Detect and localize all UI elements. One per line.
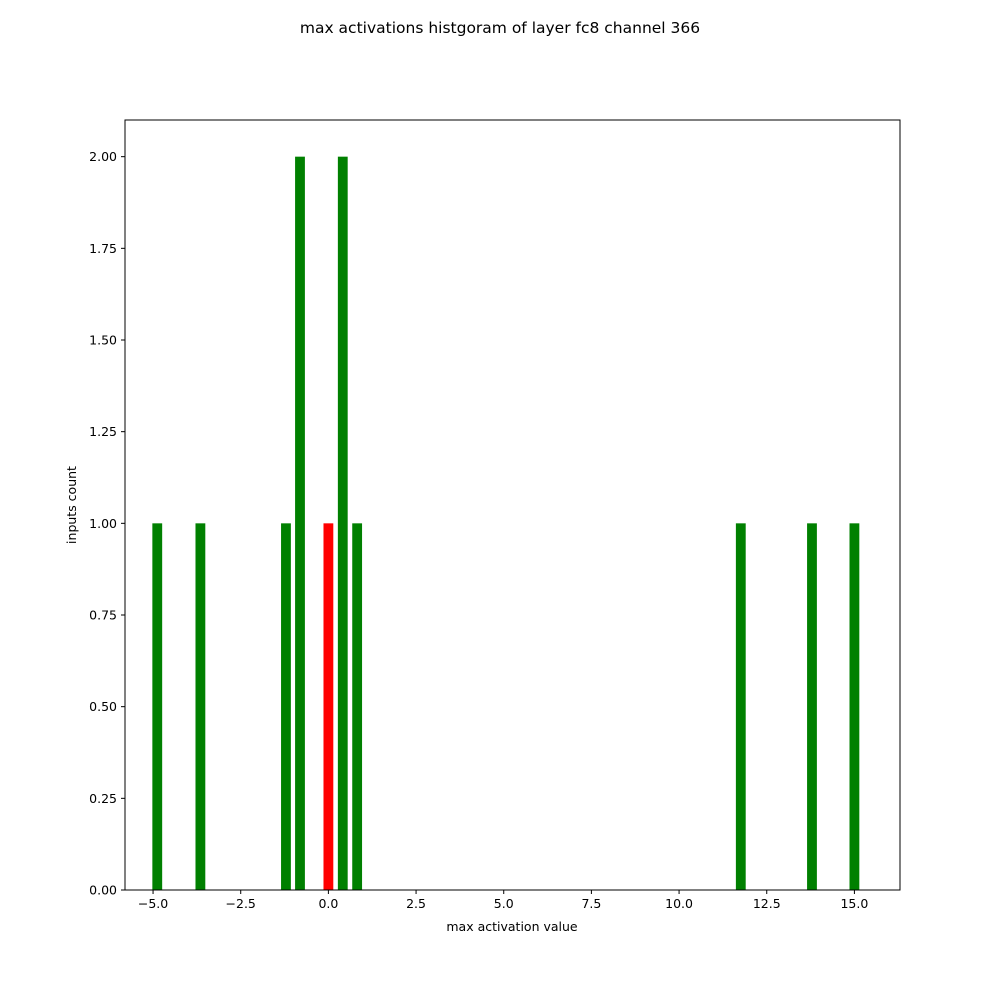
y-tick-label: 2.00 bbox=[89, 149, 117, 164]
y-tick-label: 0.75 bbox=[89, 608, 117, 623]
x-tick-label: −2.5 bbox=[226, 896, 256, 911]
x-tick-label: 2.5 bbox=[406, 896, 426, 911]
bar-7 bbox=[735, 523, 746, 890]
x-tick-label: 5.0 bbox=[494, 896, 514, 911]
bar-4 bbox=[323, 523, 334, 890]
x-tick-label: 7.5 bbox=[581, 896, 601, 911]
x-tick-label: 12.5 bbox=[753, 896, 781, 911]
bar-2 bbox=[281, 523, 291, 890]
y-tick-label: 0.00 bbox=[89, 883, 117, 898]
bar-5 bbox=[337, 156, 348, 890]
bar-0 bbox=[152, 523, 163, 890]
bar-8 bbox=[807, 523, 817, 890]
y-axis-ticks: 0.00 0.25 0.50 0.75 1.00 1.25 1.50 1.75 2.00 bbox=[89, 149, 125, 898]
y-tick-label: 1.50 bbox=[89, 333, 117, 348]
bars-group bbox=[152, 156, 860, 890]
y-tick-label: 0.25 bbox=[89, 791, 117, 806]
x-tick-label: 0.0 bbox=[318, 896, 338, 911]
x-axis-ticks: −5.0 −2.5 0.0 2.5 5.0 7.5 10.0 12.5 15.0 bbox=[138, 890, 868, 911]
chart-title: max activations histgoram of layer fc8 c… bbox=[300, 19, 700, 37]
y-tick-label: 0.50 bbox=[89, 699, 117, 714]
bar-3 bbox=[295, 156, 305, 890]
x-tick-label: 10.0 bbox=[665, 896, 693, 911]
x-tick-label: −5.0 bbox=[138, 896, 168, 911]
y-tick-label: 1.75 bbox=[89, 241, 117, 256]
y-tick-label: 1.00 bbox=[89, 516, 117, 531]
bar-9 bbox=[849, 523, 860, 890]
plot-frame bbox=[124, 119, 901, 891]
x-tick-label: 15.0 bbox=[840, 896, 868, 911]
y-tick-label: 1.25 bbox=[89, 424, 117, 439]
y-axis-label: inputs count bbox=[64, 466, 79, 544]
bar-1 bbox=[195, 523, 206, 890]
bar-6 bbox=[352, 523, 363, 890]
x-axis-label: max activation value bbox=[446, 919, 578, 934]
